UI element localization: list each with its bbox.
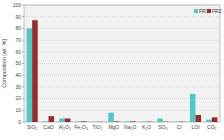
legend-swatch	[194, 9, 198, 13]
tick-mark	[22, 16, 24, 17]
grid-line	[24, 5, 220, 6]
category-label: SiO₂	[27, 124, 37, 130]
category-label: Cl	[177, 124, 182, 130]
tick-mark	[22, 110, 24, 111]
bar	[76, 121, 82, 122]
tick-label: 50	[15, 60, 21, 66]
category-label: TiO₂	[93, 124, 103, 130]
bar	[81, 121, 87, 122]
tick-label: 90	[15, 14, 21, 20]
bar	[27, 28, 33, 122]
tick-mark	[22, 86, 24, 87]
tick-label: 80	[15, 25, 21, 31]
grid-line	[24, 16, 220, 17]
tick-label: 40	[15, 72, 21, 78]
category-label: Fe₂O₃	[74, 124, 88, 130]
bars	[27, 20, 218, 122]
grid-line	[24, 75, 220, 76]
category-label: CaO	[43, 124, 53, 130]
tick-mark	[22, 63, 24, 64]
bar	[114, 121, 120, 122]
grid-line	[24, 63, 220, 64]
tick-label: 20	[15, 95, 21, 101]
bar	[32, 20, 38, 122]
tick-label: 60	[15, 49, 21, 55]
tick-mark	[22, 75, 24, 76]
bar	[179, 121, 185, 122]
bar	[212, 117, 218, 122]
tick-label: 70	[15, 37, 21, 43]
bar	[163, 121, 169, 122]
bar	[206, 120, 212, 122]
axis-label: Composition [wt. %]	[1, 39, 7, 88]
tick-label: 30	[15, 84, 21, 90]
tick-mark	[22, 40, 24, 41]
bar	[141, 121, 147, 122]
category-label: Al₂O₃	[59, 124, 71, 130]
tick-label: 100	[13, 2, 22, 8]
bar	[43, 121, 49, 122]
bar	[196, 115, 202, 122]
category-label: MgO	[108, 124, 119, 130]
bar	[92, 121, 98, 122]
bar	[49, 116, 55, 122]
bar	[65, 118, 71, 122]
bar	[174, 121, 180, 122]
tick-mark	[22, 122, 24, 123]
bar	[108, 113, 114, 122]
category-label: K₂O	[142, 124, 151, 130]
bar	[125, 121, 131, 122]
legend-label: FR2	[212, 8, 222, 14]
bar	[130, 121, 136, 122]
tick-label: 10	[15, 107, 21, 113]
bar	[147, 121, 153, 122]
grid-line	[24, 40, 220, 41]
legend-swatch	[207, 9, 211, 13]
grid-line	[24, 86, 220, 87]
bar	[157, 118, 163, 122]
tick-mark	[22, 51, 24, 52]
tick-mark	[22, 5, 24, 6]
grid-line	[24, 28, 220, 29]
tick-mark	[22, 28, 24, 29]
category-label: SO₃	[158, 124, 167, 130]
tick-mark	[22, 98, 24, 99]
bar	[98, 121, 104, 122]
bar	[59, 118, 65, 122]
bar	[190, 94, 196, 122]
plot-area	[24, 5, 220, 122]
category-label: Na₂O	[124, 124, 136, 130]
category-label: LOI	[191, 124, 199, 130]
grid-line	[24, 51, 220, 52]
tick-label: 0	[18, 119, 21, 125]
category-label: CO₂	[207, 124, 217, 130]
chart: 0 10 20 30 40 50 60 70 80 90 100 Composition [wt. %…	[0, 0, 224, 140]
